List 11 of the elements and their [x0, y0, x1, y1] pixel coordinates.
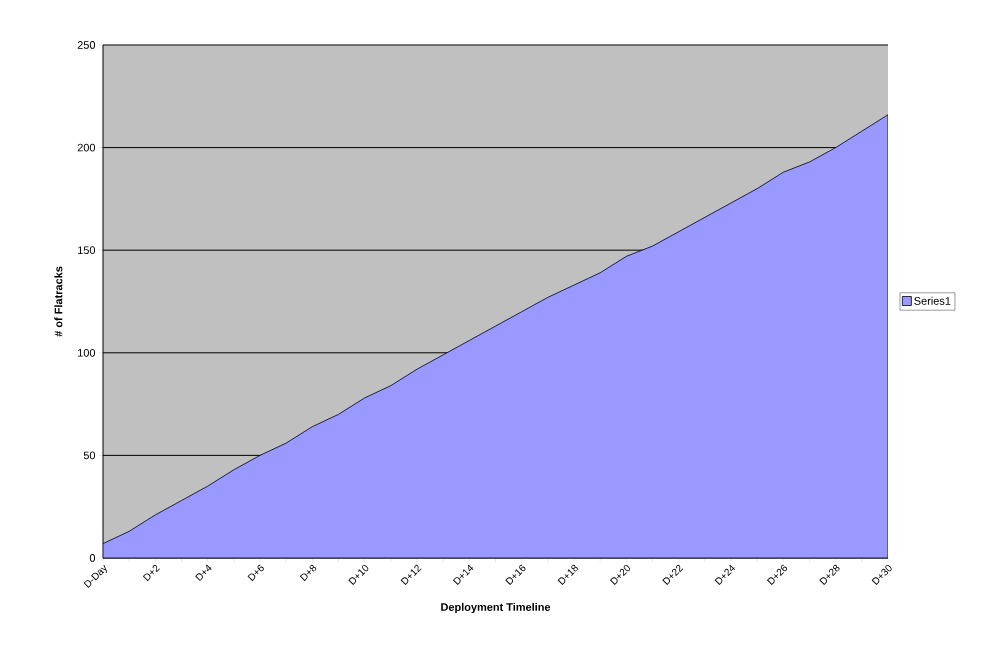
y-tick-label: 50 — [83, 451, 96, 460]
x-tick-label: D+8 — [299, 564, 317, 582]
y-tick-label: 0 — [89, 554, 96, 562]
y-tick-label: 100 — [78, 348, 96, 357]
y-tick-label: 200 — [77, 143, 96, 152]
y-tick-label: 250 — [77, 41, 96, 49]
y-tick-label: 150 — [78, 246, 96, 255]
y-axis-title: # of Flatracks — [54, 266, 63, 337]
x-tick-label: D+2 — [142, 564, 160, 582]
x-axis-title: Deployment Timeline — [441, 602, 551, 614]
legend-label: Series1 — [914, 296, 951, 305]
